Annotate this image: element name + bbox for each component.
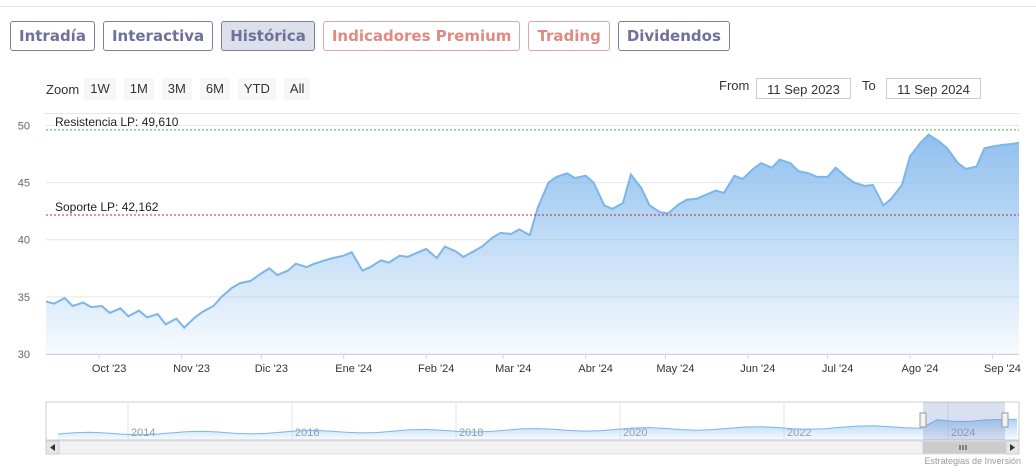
price-line	[45, 133, 1020, 330]
scrollbar-thumb	[922, 441, 1006, 454]
navigator-selection	[923, 402, 1005, 440]
y-tick-label: 50	[18, 120, 30, 132]
x-tick-label: Mar '24	[495, 363, 531, 375]
zoom-ytd-button[interactable]: YTD	[237, 78, 276, 100]
view-tabs: Intradía Interactiva Histórica Indicador…	[10, 21, 730, 51]
tab-trading[interactable]: Trading	[528, 21, 610, 51]
plot-lines: Resistencia LP: 49,610 Soporte LP: 42,162	[46, 115, 1019, 216]
x-axis: Oct '23 Nov '23 Dic '23 Ene '24 Feb '24 Mar '…	[46, 354, 1021, 375]
plot-line-label: Soporte LP: 42,162	[55, 200, 159, 214]
x-tick-label: May '24	[656, 363, 694, 375]
y-tick-label: 40	[18, 235, 30, 247]
from-label: From	[719, 78, 750, 93]
zoom-label: Zoom	[46, 81, 80, 97]
plot-line-label: Resistencia LP: 49,610	[55, 115, 179, 129]
price-area	[46, 134, 1019, 354]
x-tick-label: Ago '24	[902, 363, 939, 375]
to-date-input[interactable]: 11 Sep 2024	[886, 78, 981, 99]
zoom-6m-button[interactable]: 6M	[199, 78, 230, 100]
zoom-selector: Zoom 1W 1M 3M 6M YTD All	[46, 78, 318, 100]
scroll-right-arrow-icon	[1010, 444, 1015, 451]
x-tick-label: Jul '24	[822, 363, 853, 375]
navigator-right-handle	[1001, 412, 1009, 428]
zoom-1m-button[interactable]: 1M	[123, 78, 154, 100]
chart-top-separator	[44, 113, 1019, 114]
x-tick-label: Nov '23	[173, 363, 210, 375]
x-tick-label: Ene '24	[335, 363, 372, 375]
x-tick-label: Abr '24	[578, 363, 613, 375]
tab-dividendos[interactable]: Dividendos	[617, 21, 730, 51]
navigator-area	[58, 419, 1017, 440]
x-tick-label: Dic '23	[255, 363, 288, 375]
x-tick-label: Oct '23	[92, 363, 127, 375]
to-label: To	[862, 78, 876, 93]
navigator-left-handle	[919, 412, 927, 428]
navigator-line	[57, 418, 1018, 436]
tab-indicadores-premium[interactable]: Indicadores Premium	[322, 21, 521, 51]
from-date-input[interactable]: 11 Sep 2023	[756, 78, 851, 99]
top-border	[0, 6, 1036, 7]
tab-historica[interactable]: Histórica	[221, 21, 315, 51]
credits-text: Estrategias de Inversión	[924, 456, 1021, 466]
x-tick-label: Jun '24	[740, 363, 775, 375]
tab-interactiva[interactable]: Interactiva	[102, 21, 214, 51]
y-tick-label: 45	[18, 178, 30, 190]
scroll-left-arrow-icon	[50, 444, 55, 451]
zoom-1w-button[interactable]: 1W	[84, 78, 116, 100]
x-tick-label: Sep '24	[984, 363, 1021, 375]
y-axis-labels: 30 35 40 45 50	[18, 120, 30, 361]
y-tick-label: 30	[18, 349, 30, 361]
navigator[interactable]: 201420162018202020222024	[45, 401, 1020, 455]
y-tick-label: 35	[18, 292, 30, 304]
zoom-3m-button[interactable]: 3M	[161, 78, 192, 100]
x-tick-label: Feb '24	[418, 363, 454, 375]
zoom-all-button[interactable]: All	[283, 78, 311, 100]
tab-intradia[interactable]: Intradía	[10, 21, 95, 51]
scrollbar-track	[45, 440, 1020, 455]
